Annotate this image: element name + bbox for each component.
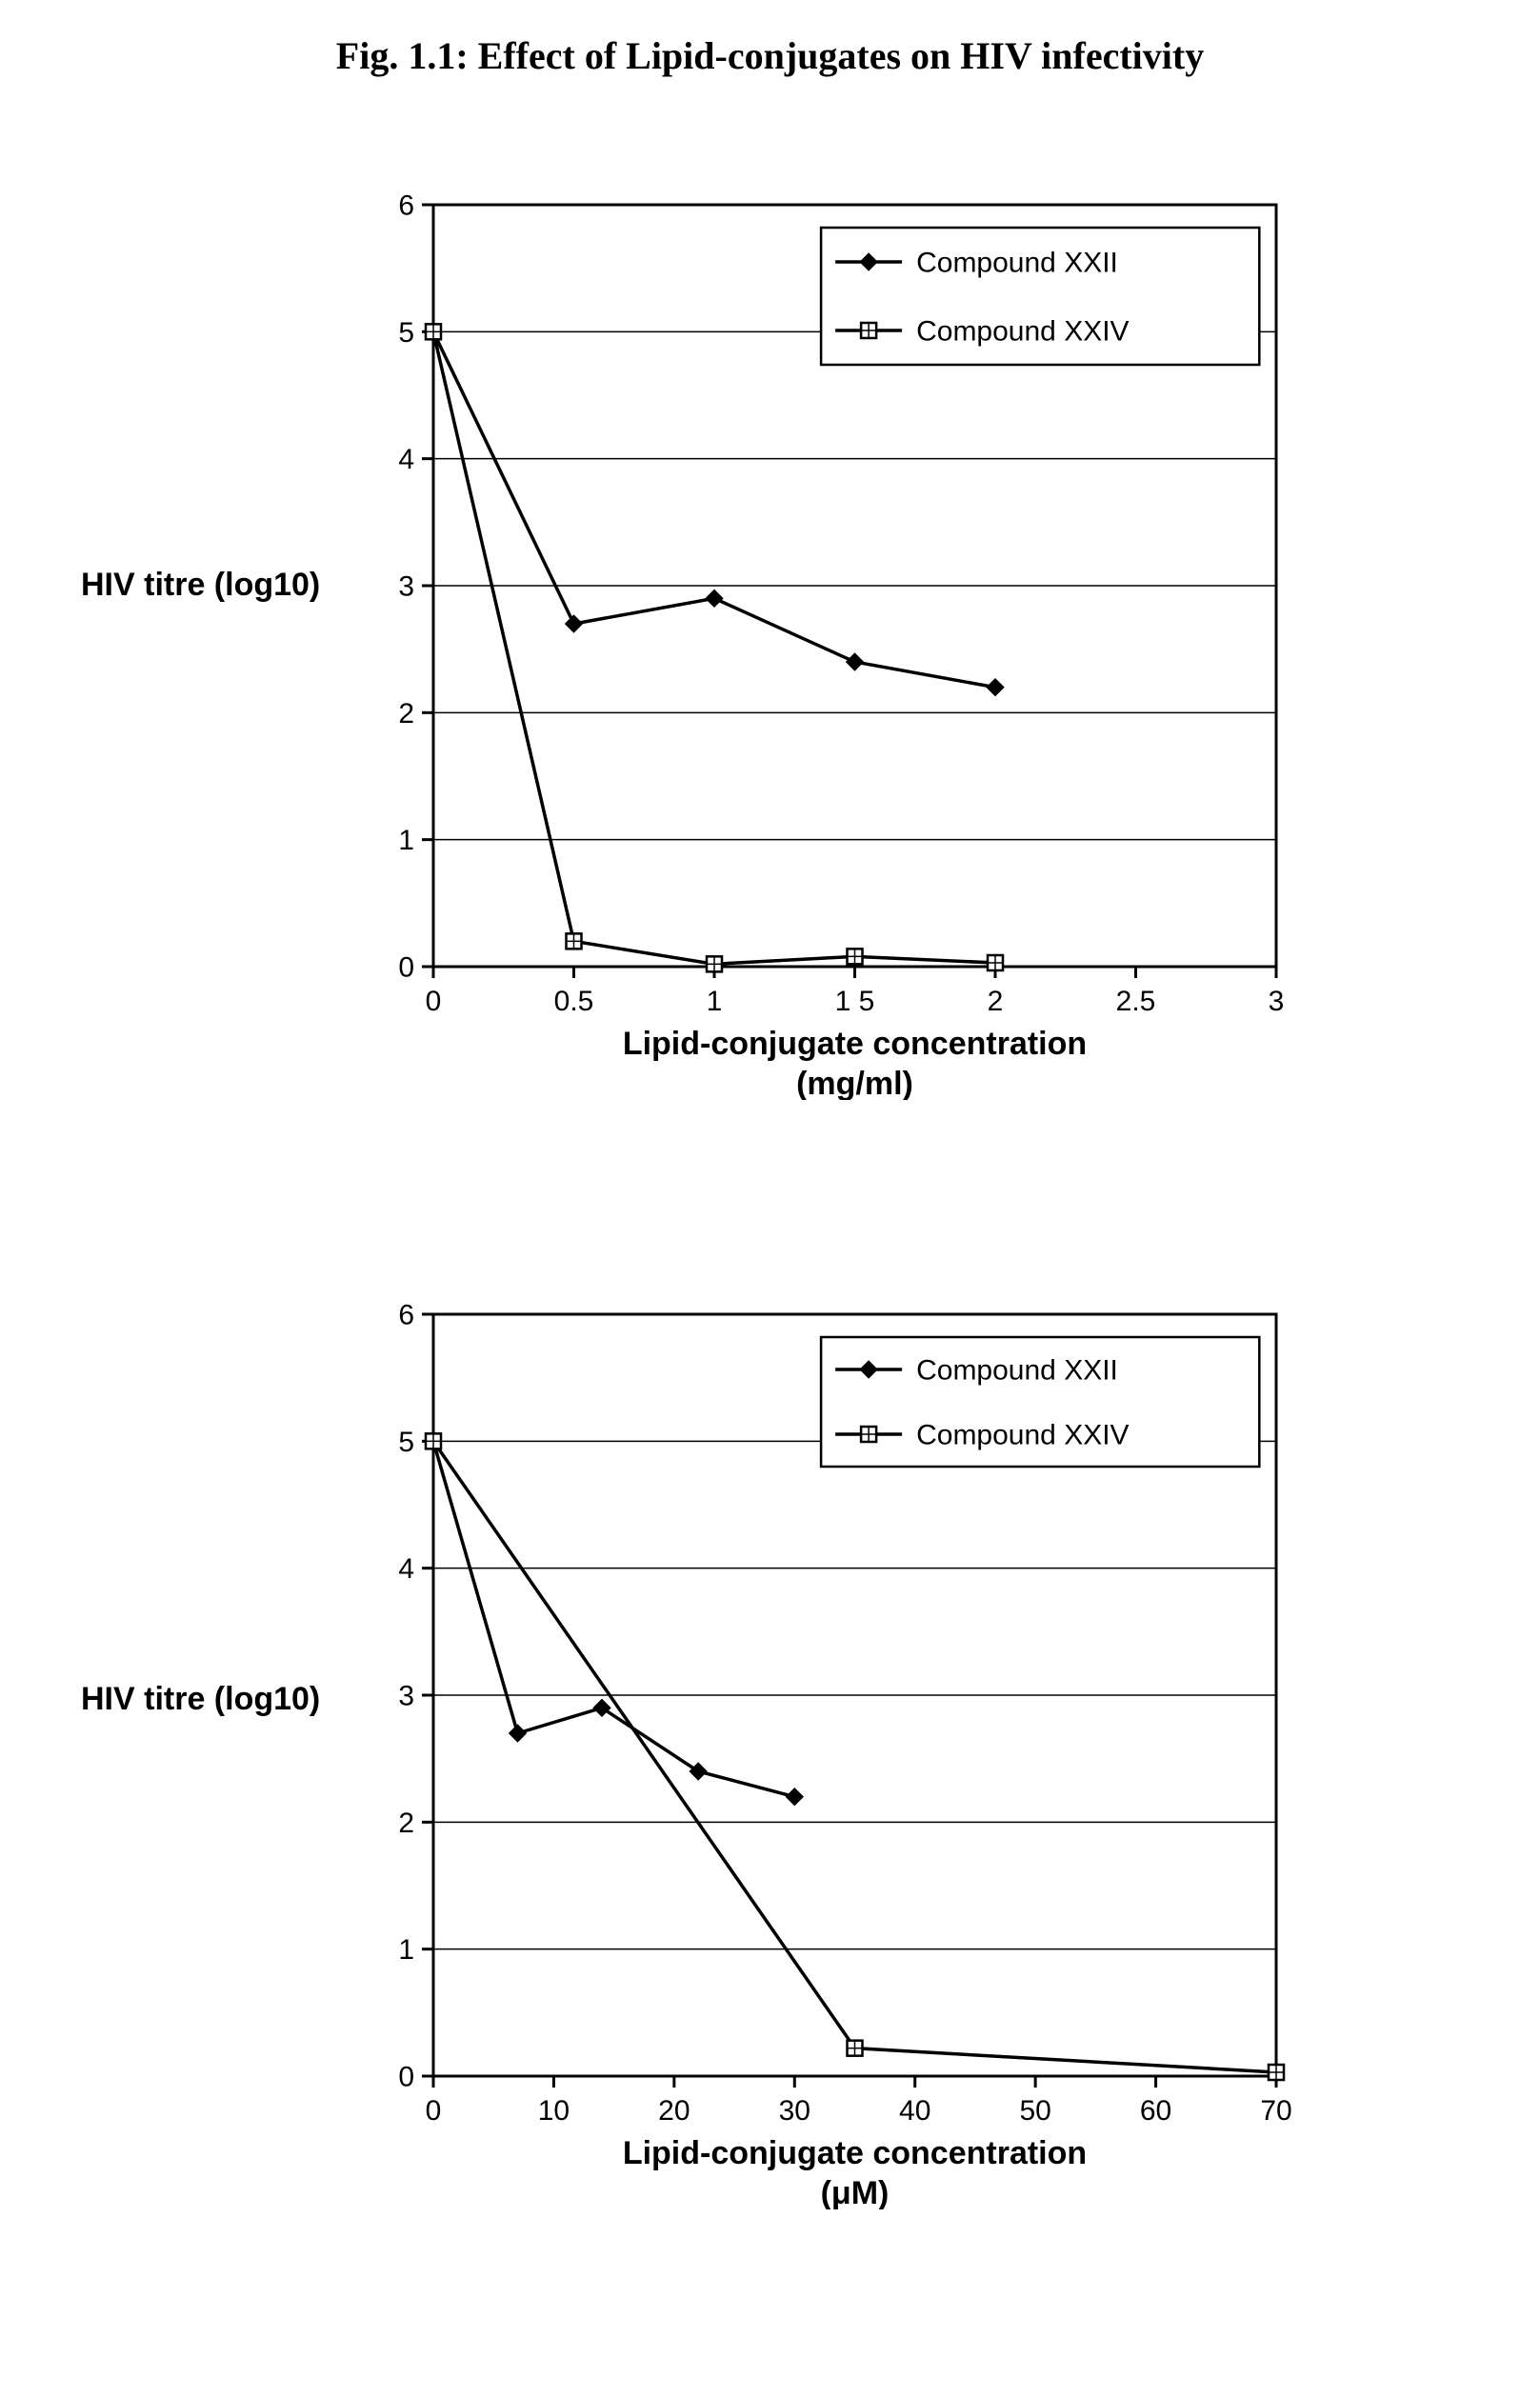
y-tick-label: 4 <box>398 1553 414 1585</box>
page: Fig. 1.1: Effect of Lipid-conjugates on … <box>0 0 1540 2398</box>
x-tick-label: 20 <box>658 2095 690 2127</box>
x-tick-label: 0 <box>426 986 442 1017</box>
y-tick-label: 5 <box>398 317 414 349</box>
y-tick-label: 3 <box>398 1681 414 1712</box>
legend-label: Compound XXII <box>916 1355 1118 1387</box>
x-tick-label: 50 <box>1019 2095 1050 2127</box>
x-tick-label: 10 <box>538 2095 570 2127</box>
y-tick-label: 0 <box>398 2062 414 2093</box>
x-axis-label: Lipid-conjugate concentration <box>623 2135 1087 2171</box>
x-tick-label: 1 5 <box>835 986 875 1017</box>
legend-label: Compound XXII <box>916 248 1118 279</box>
y-tick-label: 5 <box>398 1427 414 1458</box>
chart1-ylabel: HIV titre (log10) <box>81 567 320 604</box>
y-tick-label: 2 <box>398 1808 414 1839</box>
legend-label: Compound XXIV <box>916 1420 1129 1451</box>
chart1-svg: 0 0.5 1 1 5 2 2.5 3 0 1 2 3 4 5 6 Compound XXII Compoun… <box>376 186 1295 1100</box>
y-tick-label: 3 <box>398 571 414 603</box>
y-tick-label: 2 <box>398 698 414 729</box>
y-tick-label: 1 <box>398 825 414 856</box>
x-tick-label: 70 <box>1260 2095 1291 2127</box>
legend-label: Compound XXIV <box>916 316 1129 348</box>
x-tick-label: 3 <box>1269 986 1285 1017</box>
x-tick-label: 0.5 <box>554 986 594 1017</box>
chart1: 0 0.5 1 1 5 2 2.5 3 0 1 2 3 4 5 6 Compound XXII Compoun… <box>376 186 1295 1100</box>
x-tick-label: 1 <box>707 986 723 1017</box>
x-tick-label: 30 <box>779 2095 810 2127</box>
figure-title: Fig. 1.1: Effect of Lipid-conjugates on … <box>0 33 1540 78</box>
x-tick-label: 0 <box>426 2095 442 2127</box>
y-tick-label: 6 <box>398 1300 414 1331</box>
chart2: 0 10 20 30 40 50 60 70 0 1 2 3 4 5 6 Compound XXII Compo… <box>376 1295 1295 2209</box>
chart2-svg: 0 10 20 30 40 50 60 70 0 1 2 3 4 5 6 Compound XXII Compo… <box>376 1295 1295 2209</box>
y-tick-label: 0 <box>398 952 414 984</box>
x-axis-unit: (μM) <box>821 2175 890 2209</box>
x-tick-label: 60 <box>1140 2095 1171 2127</box>
y-tick-label: 1 <box>398 1934 414 1966</box>
x-tick-label: 2 <box>988 986 1004 1017</box>
chart2-ylabel: HIV titre (log10) <box>81 1681 320 1718</box>
x-tick-label: 40 <box>899 2095 930 2127</box>
y-tick-label: 4 <box>398 444 414 475</box>
x-axis-label: Lipid-conjugate concentration <box>623 1026 1087 1062</box>
y-tick-label: 6 <box>398 190 414 222</box>
x-axis-unit: (mg/ml) <box>796 1066 913 1100</box>
x-tick-label: 2.5 <box>1116 986 1156 1017</box>
